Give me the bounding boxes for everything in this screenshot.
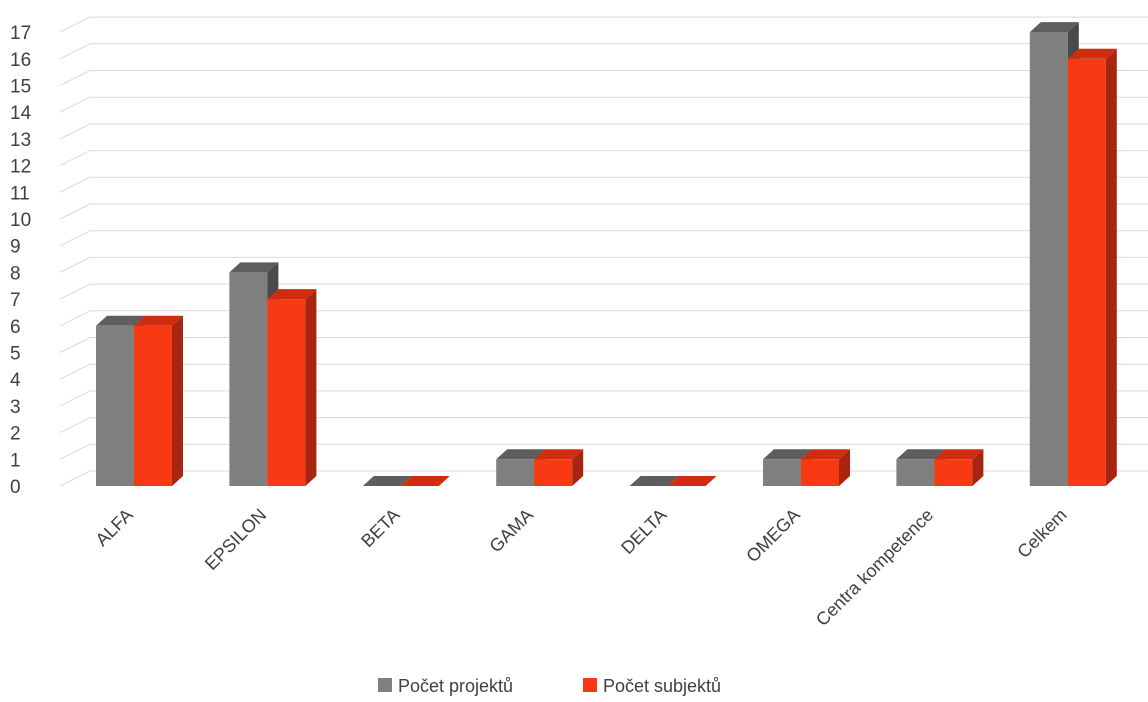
y-tick-label: 10	[10, 210, 31, 231]
bar-subjects-7	[1067, 48, 1117, 487]
y-tick-label: 6	[10, 317, 21, 338]
bar-subjects-6	[934, 449, 984, 486]
x-tick-label: BETA	[357, 505, 403, 551]
gridline	[59, 43, 1148, 60]
gridline	[59, 16, 1148, 33]
gridline	[59, 176, 1148, 193]
bar-projects-4	[629, 476, 679, 486]
bar-subjects-5	[801, 449, 850, 486]
x-axis-ticks: ALFA EPSILON BETA GAMA DELTA OMEGA Centra komp…	[92, 505, 1071, 630]
legend-swatch	[583, 678, 597, 692]
gridline	[59, 203, 1148, 220]
x-tick-label: OMEGA	[742, 505, 804, 567]
gridline	[59, 96, 1148, 113]
gridline	[59, 70, 1148, 86]
gridline	[59, 417, 1148, 434]
gridline	[59, 283, 1148, 300]
y-tick-label: 15	[10, 77, 31, 98]
gridline	[59, 470, 1148, 487]
y-tick-label: 16	[10, 50, 31, 71]
x-tick-label: EPSILON	[201, 505, 270, 574]
gridline	[59, 337, 1148, 353]
x-tick-label: ALFA	[92, 505, 137, 550]
y-tick-label: 0	[10, 477, 21, 498]
y-tick-label: 8	[10, 263, 21, 284]
bar-subjects-3	[534, 449, 584, 486]
bar-subjects-1	[267, 289, 317, 486]
gridline	[59, 390, 1148, 407]
bar-subjects-4	[667, 476, 717, 486]
y-tick-label: 4	[10, 370, 21, 391]
y-tick-label: 11	[10, 183, 30, 204]
x-tick-label: GAMA	[485, 505, 537, 557]
legend-label: Počet subjektů	[603, 676, 721, 696]
gridlines	[59, 16, 1148, 487]
gridline	[59, 230, 1148, 247]
y-tick-label: 17	[10, 23, 31, 44]
bar-subjects-2	[400, 476, 450, 486]
legend-label: Počet projektů	[398, 676, 513, 696]
y-tick-label: 3	[10, 397, 21, 418]
x-tick-label: Celkem	[1013, 505, 1070, 562]
x-tick-label: Centra kompetence	[812, 505, 937, 630]
y-tick-label: 9	[10, 237, 21, 258]
y-tick-label: 13	[10, 130, 31, 151]
legend: Počet projektů Počet subjektů	[378, 676, 721, 696]
y-tick-label: 1	[10, 450, 21, 471]
legend-swatch	[378, 678, 392, 692]
bars	[96, 22, 1117, 487]
y-tick-label: 2	[10, 424, 21, 445]
y-tick-label: 5	[10, 344, 21, 365]
y-tick-label: 7	[10, 290, 21, 311]
gridline	[59, 150, 1148, 167]
y-tick-label: 14	[10, 103, 32, 124]
bar-projects-2	[362, 476, 412, 486]
gridline	[59, 363, 1148, 380]
gridline	[59, 256, 1148, 273]
gridline	[59, 310, 1148, 327]
gridline	[59, 123, 1148, 140]
gridline	[59, 443, 1148, 460]
y-tick-label: 12	[10, 157, 31, 178]
bar-subjects-0	[134, 315, 183, 486]
x-tick-label: DELTA	[617, 505, 670, 558]
